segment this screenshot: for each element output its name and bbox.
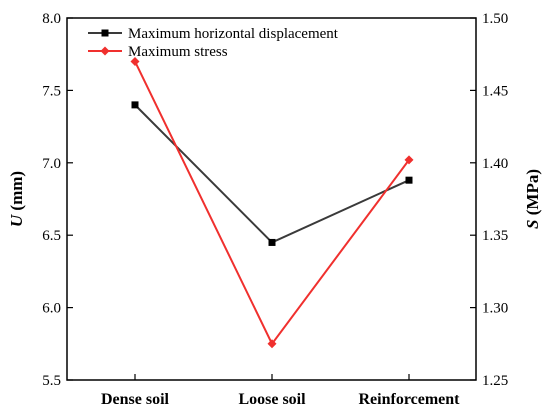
right-axis-ticks: 1.25 1.30 1.35 1.40 1.45 1.50 (470, 11, 508, 389)
x-tick-label: Reinforcement (359, 391, 461, 408)
y-axis-left-title-unit: (mm) (7, 171, 26, 215)
legend-marker-diamond (100, 46, 110, 56)
y-axis-left-title-var: U (7, 214, 26, 227)
right-tick-label: 1.45 (482, 83, 508, 99)
left-tick-label: 6.0 (42, 301, 61, 317)
y-axis-right-title-var: S (523, 220, 542, 229)
data-point-displacement (131, 101, 139, 109)
series-line-displacement (134, 104, 410, 244)
left-tick-label: 8.0 (42, 11, 61, 27)
plot-area (66, 17, 477, 381)
legend-label-stress: Maximum stress (128, 44, 228, 60)
legend: Maximum horizontal displacement Maximum … (88, 26, 339, 60)
data-point-stress (267, 339, 277, 349)
series-layer (130, 56, 414, 349)
right-tick-label: 1.25 (482, 373, 508, 389)
left-tick-label: 7.0 (42, 156, 61, 172)
left-tick-label: 5.5 (42, 373, 61, 389)
right-tick-label: 1.35 (482, 228, 508, 244)
legend-marker-square (101, 29, 109, 37)
data-point-stress (404, 155, 414, 165)
right-tick-label: 1.30 (482, 301, 508, 317)
right-tick-label: 1.50 (482, 11, 508, 27)
left-axis-ticks: 5.5 6.0 6.5 7.0 7.5 8.0 (42, 11, 73, 389)
data-point-displacement (268, 238, 276, 246)
right-tick-label: 1.40 (482, 156, 508, 172)
x-tick-label: Dense soil (101, 391, 170, 408)
series-line-stress (134, 61, 410, 346)
legend-label-displacement: Maximum horizontal displacement (128, 26, 339, 42)
data-point-displacement (405, 176, 413, 184)
x-tick-label: Loose soil (238, 391, 306, 408)
left-tick-label: 7.5 (42, 83, 61, 99)
y-axis-left-title: U (mm) (7, 171, 26, 227)
left-tick-label: 6.5 (42, 228, 61, 244)
y-axis-right-title-unit: (MPa) (523, 169, 542, 220)
data-point-stress (130, 56, 140, 66)
y-axis-right-title: S (MPa) (523, 169, 542, 229)
x-axis-ticks: Dense soil Loose soil Reinforcement (101, 374, 460, 408)
